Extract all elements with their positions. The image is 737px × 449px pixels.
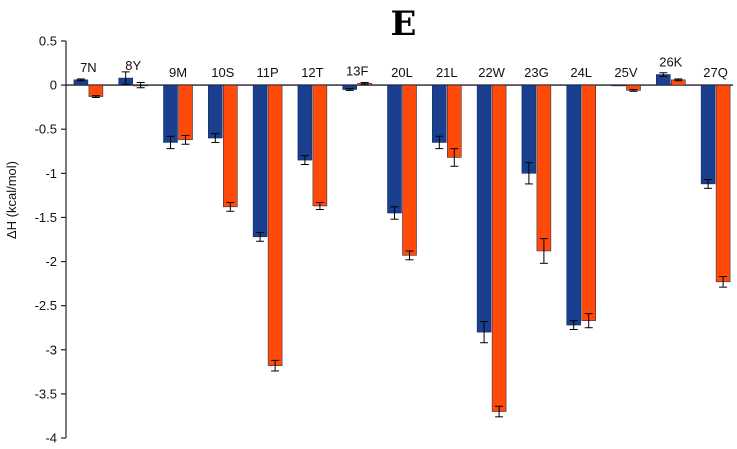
bar-21L-series-2 — [447, 84, 462, 158]
bar-9M-series-1 — [163, 84, 178, 143]
category-label-13F: 13F — [346, 63, 368, 78]
category-label-27Q: 27Q — [703, 65, 728, 80]
category-label-22W: 22W — [478, 65, 505, 80]
bar-25V-series-1 — [611, 84, 626, 87]
bar-23G-series-1 — [521, 84, 537, 174]
bar-11P-series-2 — [267, 84, 283, 366]
category-label-24L: 24L — [570, 65, 592, 80]
y-tick-label: -3 — [45, 342, 57, 357]
y-tick-label: -3.5 — [35, 386, 57, 401]
y-tick-label: -1.5 — [35, 210, 57, 225]
bar-21L-series-1 — [432, 84, 447, 143]
category-label-8Y: 8Y — [125, 58, 141, 73]
category-label-9M: 9M — [169, 65, 187, 80]
bar-10S-series-2 — [223, 84, 238, 208]
bar-22W-series-2 — [491, 84, 507, 412]
bar-27Q-series-2 — [715, 84, 731, 283]
y-tick-label: -2 — [45, 254, 57, 269]
category-label-26K: 26K — [659, 55, 682, 70]
category-label-7N: 7N — [80, 60, 97, 75]
bar-20L-series-2 — [402, 84, 417, 256]
y-tick-label: -0.5 — [35, 122, 57, 137]
bars-group — [73, 71, 731, 418]
y-tick-label: -1 — [45, 166, 57, 181]
category-labels: 7N 8Y 9M 10S 11P 12T 13F 20L 21L 22W 23G 24L 25V 26K 2… — [80, 55, 728, 81]
y-tick-label: 0.5 — [39, 34, 57, 49]
chart-title: E — [390, 4, 417, 44]
y-tick-label: 0 — [50, 78, 57, 93]
y-tick-label: -2.5 — [35, 298, 57, 313]
category-label-21L: 21L — [436, 65, 458, 80]
category-label-23G: 23G — [524, 65, 549, 80]
bar-10S-series-1 — [208, 84, 223, 139]
bar-9M-series-2 — [178, 84, 193, 141]
bar-22W-series-1 — [476, 84, 492, 333]
y-tick-label: -4 — [45, 431, 57, 446]
bar-23G-series-2 — [536, 84, 552, 252]
y-axis-title: ΔH (kcal/mol) — [4, 161, 19, 239]
bar-12T-series-2 — [312, 84, 328, 207]
category-label-12T: 12T — [301, 65, 323, 80]
bar-24L-series-2 — [581, 84, 596, 321]
bar-24L-series-1 — [566, 84, 581, 326]
bar-11P-series-1 — [252, 84, 268, 238]
category-label-10S: 10S — [211, 65, 234, 80]
bar-12T-series-1 — [297, 84, 313, 161]
bar-27Q-series-1 — [700, 84, 716, 185]
bar-7N-series-2 — [88, 84, 104, 97]
bar-20L-series-1 — [387, 84, 402, 214]
category-label-20L: 20L — [391, 65, 413, 80]
category-label-25V: 25V — [614, 65, 637, 80]
y-axis: 0.5 0 -0.5 -1 -1.5 -2 -2.5 -3 -3.5 -4 — [35, 34, 733, 446]
category-label-11P: 11P — [257, 65, 279, 80]
